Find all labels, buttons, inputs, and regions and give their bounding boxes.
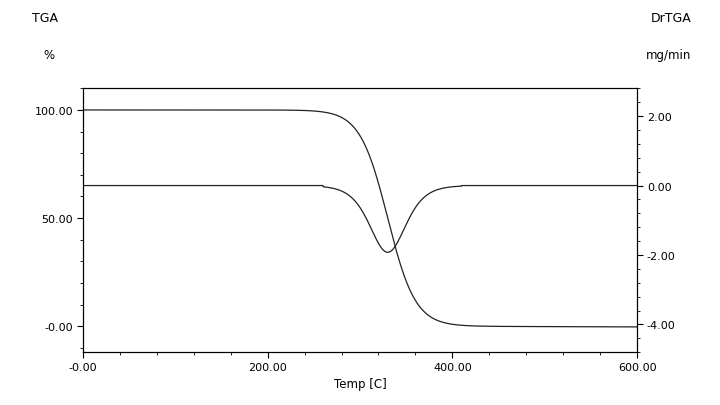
Text: TGA: TGA: [32, 12, 58, 25]
Text: mg/min: mg/min: [646, 49, 691, 62]
Text: DrTGA: DrTGA: [650, 12, 691, 25]
X-axis label: Temp [C]: Temp [C]: [333, 377, 387, 390]
Text: %: %: [43, 49, 54, 62]
